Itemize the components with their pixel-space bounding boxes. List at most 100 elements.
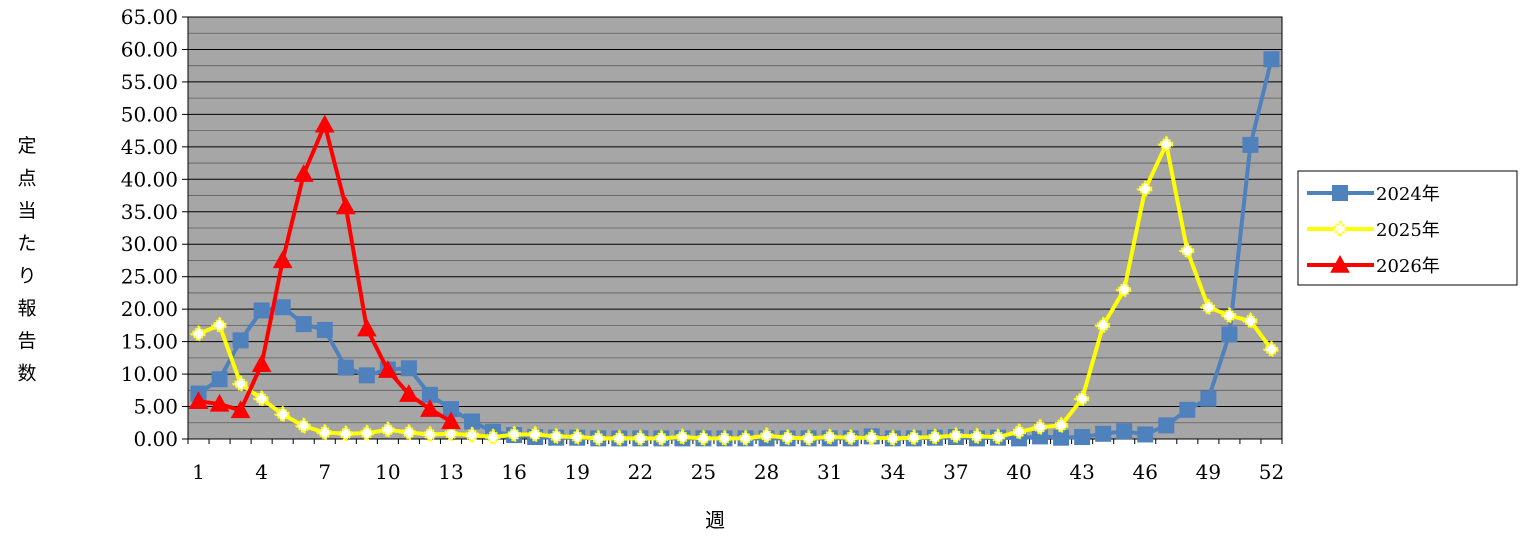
data-point [188,391,209,410]
data-point [673,428,692,446]
y-tick-label: 45.00 [121,135,178,159]
y-axis-label-char: り [17,265,36,287]
x-tick-label: 1 [192,460,205,484]
data-point [211,371,228,388]
data-point [273,405,292,424]
x-axis: 1 4 7 10 13 16 19 22 25 28 31 34 37 40 43 46 49 52 [187,439,1284,484]
y-axis: 0.00 5.00 10.00 15.00 20.00 25.00 30.00 35.00 40… [121,5,188,451]
x-tick-label: 7 [318,460,331,484]
data-point [1031,418,1049,437]
x-axis-label: 週 [705,508,725,532]
data-point [1074,429,1091,446]
y-tick-label: 55.00 [121,70,178,94]
legend-label: 2026年 [1376,256,1440,277]
x-tick-label: 19 [564,460,589,484]
data-point [841,428,860,447]
y-tick-label: 40.00 [121,167,178,191]
data-point [1136,180,1155,198]
data-point [400,360,417,377]
data-point [1116,423,1133,440]
data-point [989,428,1007,446]
data-point [1221,326,1238,343]
data-point [463,426,481,444]
data-point [293,164,314,182]
data-point [1073,389,1091,408]
y-axis-label-char: 数 [17,363,36,385]
x-tick-label: 28 [754,460,779,484]
data-point [252,389,271,408]
data-point [210,316,229,335]
y-tick-label: 35.00 [121,200,178,224]
x-tick-label: 43 [1069,460,1094,484]
data-point [778,428,797,447]
y-tick-label: 60.00 [121,37,178,61]
x-tick-label: 37 [943,460,968,484]
data-point [820,428,839,446]
data-point [1263,51,1280,68]
data-point [694,429,713,448]
data-point [862,428,881,447]
data-point [274,299,291,316]
data-point [589,429,608,448]
data-point [272,250,293,269]
x-tick-label: 52 [1259,460,1284,484]
x-tick-label: 25 [691,460,716,484]
legend: 2024年 2025年 2026年 [1297,170,1518,286]
data-point [1262,340,1281,359]
data-point [421,425,439,444]
data-point [652,429,671,448]
data-point [232,332,249,349]
data-point [420,399,440,417]
x-tick-label: 46 [1133,460,1158,484]
x-tick-label: 40 [1006,460,1031,484]
x-tick-label: 4 [255,460,268,484]
data-point [1095,425,1112,442]
x-tick-label: 49 [1196,460,1221,484]
data-point [400,423,418,442]
data-point [358,367,375,384]
data-point [1158,417,1175,434]
data-point [799,429,818,448]
x-tick-label: 10 [375,460,400,484]
data-point [1200,390,1217,407]
data-point [947,426,965,445]
x-tick-label: 22 [628,460,653,484]
data-point [358,424,376,442]
data-point [526,425,544,444]
data-point [1199,298,1218,316]
y-tick-label: 30.00 [121,232,178,256]
legend-label: 2024年 [1376,184,1440,205]
legend-item: 2025年 [1307,220,1440,241]
y-tick-label: 5.00 [133,395,178,419]
data-point [230,400,251,419]
y-tick-label: 50.00 [121,102,178,126]
legend-label: 2025年 [1376,220,1440,241]
x-tick-label: 16 [501,460,526,484]
data-point [294,417,313,435]
y-axis-label-char: 定 [17,135,36,157]
data-point [1053,429,1070,446]
data-point [884,429,902,448]
data-point [1220,306,1239,325]
data-point [1332,185,1348,201]
data-point [547,427,565,446]
data-point [1137,426,1154,443]
x-tick-label: 13 [438,460,463,484]
data-point [568,428,586,446]
data-point [209,393,230,412]
data-point [253,302,270,319]
data-point [441,411,461,430]
data-point [442,425,460,443]
y-tick-label: 65.00 [121,5,178,29]
data-point [1330,254,1350,273]
series-2 [189,135,1281,448]
data-point [926,428,944,446]
data-point [1179,401,1196,418]
y-axis-label-char: 点 [17,168,36,190]
data-point [1178,241,1197,260]
data-point [1094,316,1112,335]
data-point [736,429,755,448]
y-tick-label: 10.00 [121,362,178,386]
y-axis-label-char: 告 [17,330,36,352]
gridlines [188,16,1282,440]
